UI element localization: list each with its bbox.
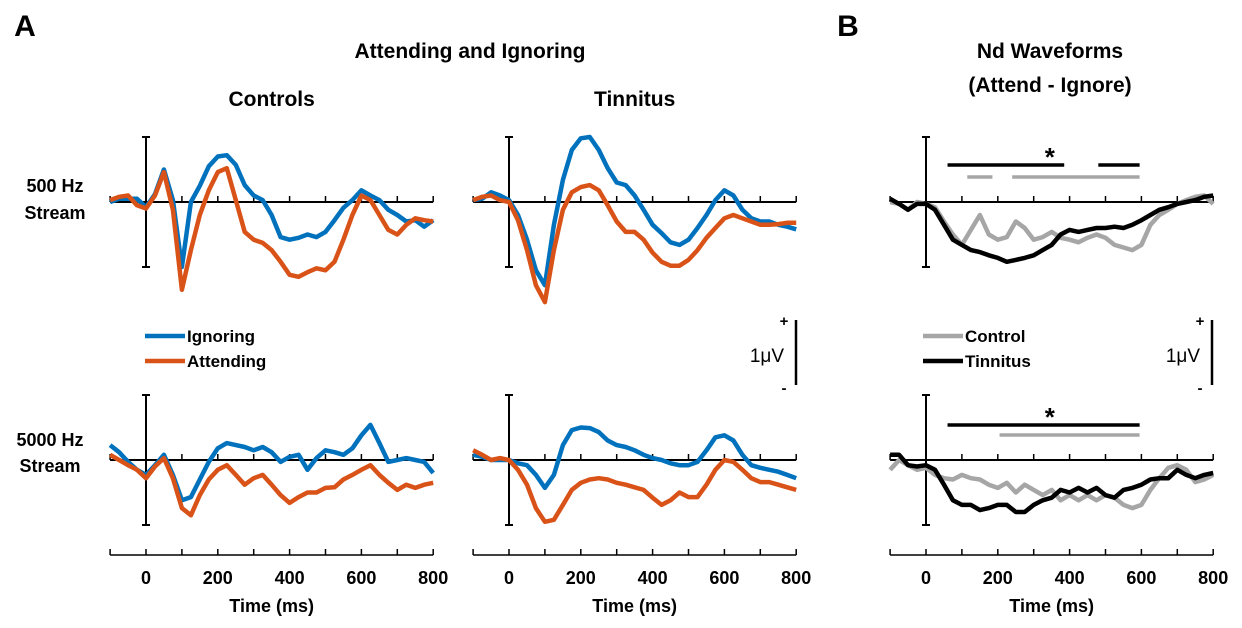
row-label: Stream: [19, 456, 80, 476]
x-tick-label: 800: [418, 568, 448, 588]
panel-label: B: [837, 10, 859, 43]
x-tick-label: 0: [141, 568, 151, 588]
scale-label: 1μV: [1166, 346, 1201, 367]
waveform: [108, 452, 434, 518]
chart-title: Tinnitus: [594, 88, 675, 111]
panel-title: (Attend - Ignore): [968, 74, 1131, 97]
waveform: [109, 152, 435, 270]
scale-plus: +: [780, 313, 789, 330]
waveform: [472, 448, 797, 525]
row-label: Stream: [24, 203, 85, 223]
scale-label: 1μV: [750, 346, 785, 367]
panel-label: A: [14, 10, 36, 43]
panel-title: Nd Waveforms: [977, 40, 1123, 63]
x-tick-label: 0: [921, 568, 931, 588]
waveform: [108, 422, 435, 503]
legend-label: Control: [965, 327, 1025, 346]
waveform: [109, 165, 434, 293]
legend-label: Attending: [187, 352, 266, 371]
row-label: 500 Hz: [26, 176, 83, 196]
x-axis-label: Time (ms): [592, 596, 677, 616]
waveform: [888, 457, 1215, 511]
x-tick-label: 0: [504, 568, 514, 588]
scale-minus: -: [1198, 380, 1203, 397]
panel-title: Attending and Ignoring: [355, 40, 586, 63]
waveform: [472, 425, 797, 491]
x-tick-label: 400: [638, 568, 668, 588]
x-tick-label: 400: [275, 568, 305, 588]
waveform: [472, 134, 797, 288]
chart-title: Controls: [228, 88, 314, 111]
x-tick-label: 400: [1055, 568, 1085, 588]
legend-label: Tinnitus: [965, 352, 1031, 371]
x-tick-label: 800: [1198, 568, 1228, 588]
scale-plus: +: [1196, 313, 1205, 330]
x-tick-label: 200: [203, 568, 233, 588]
waveform: [890, 452, 1214, 515]
significance-star: *: [1045, 142, 1056, 172]
x-tick-label: 600: [1126, 568, 1156, 588]
waveform: [472, 182, 797, 305]
x-tick-label: 600: [346, 568, 376, 588]
waveform: [888, 193, 1214, 265]
x-tick-label: 800: [781, 568, 811, 588]
x-tick-label: 200: [983, 568, 1013, 588]
x-tick-label: 200: [566, 568, 596, 588]
scale-minus: -: [782, 380, 787, 397]
x-axis-label: Time (ms): [1009, 596, 1094, 616]
x-tick-label: 600: [709, 568, 739, 588]
legend-label: Ignoring: [187, 327, 255, 346]
row-label: 5000 Hz: [16, 430, 83, 450]
significance-star: *: [1045, 402, 1056, 432]
x-axis-label: Time (ms): [229, 596, 314, 616]
